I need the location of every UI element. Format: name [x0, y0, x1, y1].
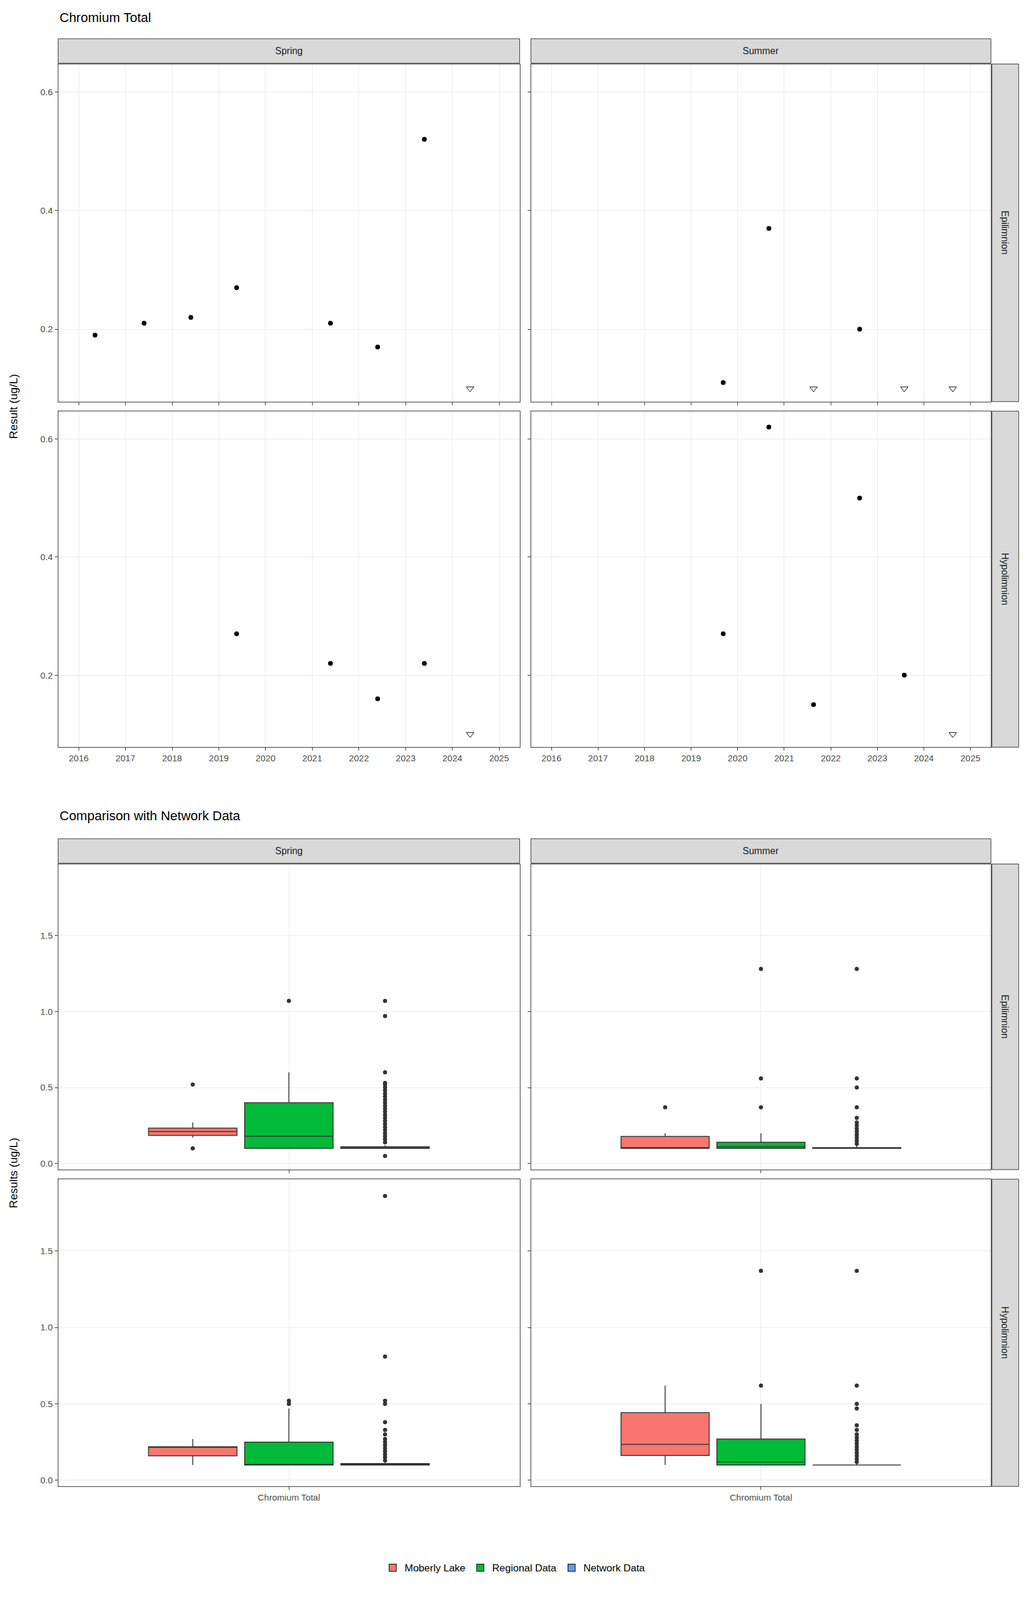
svg-text:2023: 2023: [395, 753, 416, 764]
svg-text:2019: 2019: [681, 753, 701, 764]
svg-text:0.6: 0.6: [40, 434, 53, 445]
svg-text:0.0: 0.0: [40, 1158, 53, 1169]
svg-text:0.4: 0.4: [40, 552, 53, 563]
svg-text:Hypolimnion: Hypolimnion: [999, 1307, 1010, 1360]
svg-text:2020: 2020: [727, 753, 748, 764]
svg-text:2024: 2024: [914, 753, 934, 764]
svg-text:2024: 2024: [442, 753, 463, 764]
svg-text:2025: 2025: [960, 753, 981, 764]
svg-text:Comparison with Network Data: Comparison with Network Data: [59, 808, 241, 824]
svg-text:Hypolimnion: Hypolimnion: [999, 553, 1010, 606]
svg-text:0.5: 0.5: [40, 1399, 53, 1410]
svg-text:Moberly Lake: Moberly Lake: [404, 1563, 466, 1575]
svg-text:2023: 2023: [867, 753, 888, 764]
svg-text:0.2: 0.2: [40, 670, 53, 681]
svg-text:2016: 2016: [68, 753, 89, 764]
svg-text:Network Data: Network Data: [583, 1563, 646, 1575]
svg-text:2019: 2019: [209, 753, 229, 764]
svg-text:2018: 2018: [161, 753, 182, 764]
svg-text:2021: 2021: [302, 753, 323, 764]
svg-text:Summer: Summer: [742, 846, 779, 857]
svg-text:Spring: Spring: [275, 846, 303, 857]
svg-text:2020: 2020: [255, 753, 276, 764]
svg-text:Regional Data: Regional Data: [492, 1563, 557, 1575]
svg-text:1.0: 1.0: [40, 1006, 53, 1018]
svg-text:Result (ug/L): Result (ug/L): [7, 373, 20, 439]
svg-text:1.0: 1.0: [40, 1322, 53, 1333]
svg-text:Results (ug/L): Results (ug/L): [7, 1137, 20, 1209]
svg-text:Spring: Spring: [275, 45, 303, 56]
svg-text:0.6: 0.6: [40, 86, 53, 98]
svg-text:2021: 2021: [774, 753, 794, 764]
svg-text:Epilimnion: Epilimnion: [999, 995, 1010, 1040]
svg-text:1.5: 1.5: [40, 1246, 53, 1257]
svg-text:Epilimnion: Epilimnion: [999, 210, 1010, 255]
svg-text:2017: 2017: [115, 753, 136, 764]
svg-text:Chromium Total: Chromium Total: [59, 10, 152, 26]
svg-text:2017: 2017: [588, 753, 608, 764]
svg-text:Summer: Summer: [742, 45, 779, 56]
svg-text:2018: 2018: [634, 753, 655, 764]
svg-text:0.5: 0.5: [40, 1082, 53, 1093]
svg-text:2022: 2022: [348, 753, 369, 764]
svg-text:2025: 2025: [488, 753, 509, 764]
svg-text:2016: 2016: [541, 753, 561, 764]
svg-text:0.4: 0.4: [40, 205, 53, 216]
svg-text:1.5: 1.5: [40, 930, 53, 941]
svg-text:Chromium Total: Chromium Total: [257, 1492, 321, 1504]
svg-text:0.2: 0.2: [40, 323, 53, 335]
svg-text:0.0: 0.0: [40, 1475, 53, 1486]
svg-text:2022: 2022: [820, 753, 841, 764]
svg-text:Chromium Total: Chromium Total: [729, 1492, 792, 1504]
